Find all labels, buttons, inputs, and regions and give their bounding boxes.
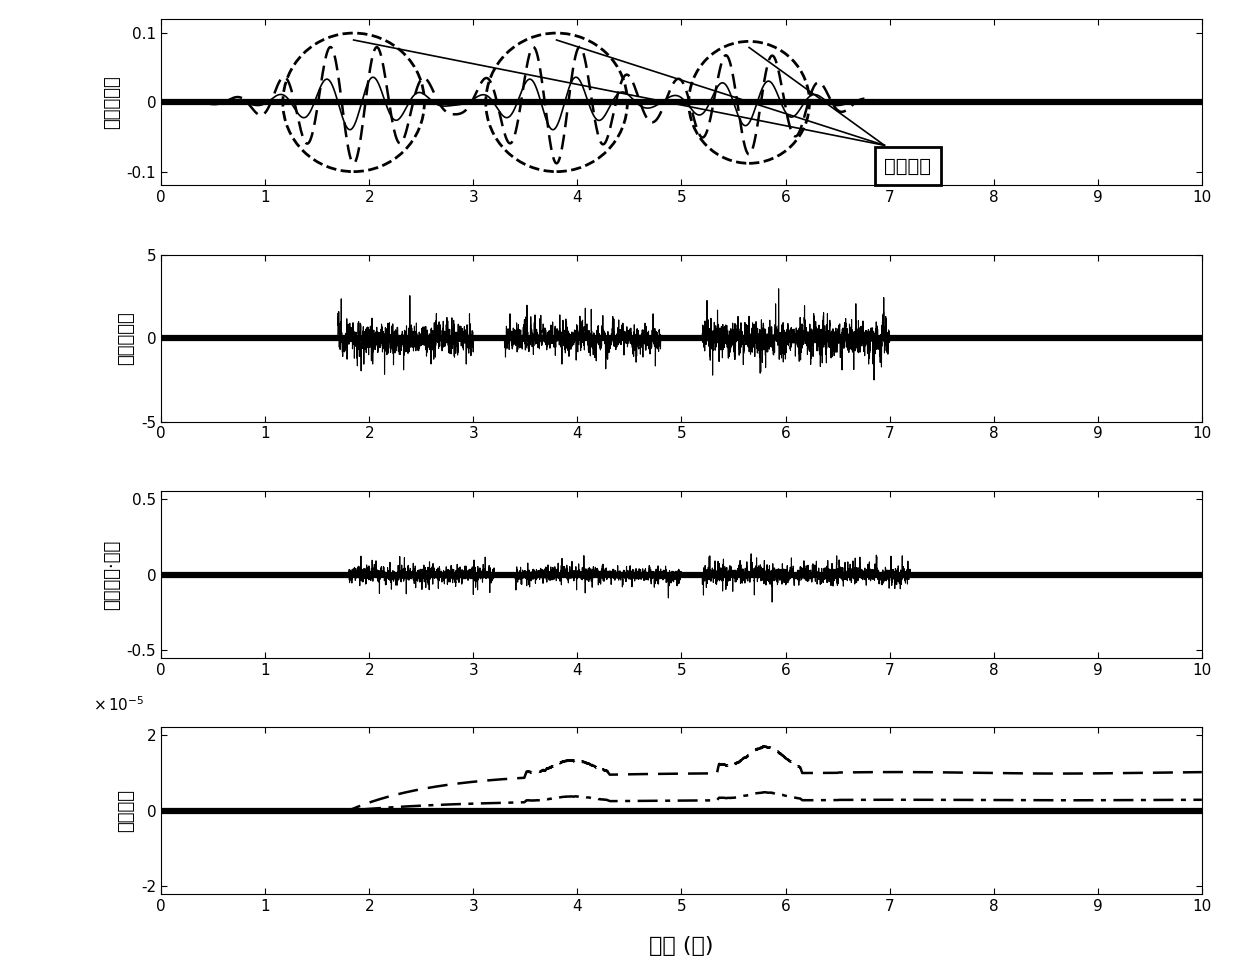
Text: $\times\,10^{-5}$: $\times\,10^{-5}$	[93, 696, 145, 714]
Text: 时间 (秒): 时间 (秒)	[649, 936, 714, 956]
Y-axis label: 参数估计: 参数估计	[118, 789, 135, 832]
Y-axis label: 位移（米）: 位移（米）	[103, 76, 121, 129]
Text: 外界干扰: 外界干扰	[885, 157, 932, 176]
Y-axis label: 转角（度）: 转角（度）	[118, 311, 135, 365]
Y-axis label: 转矩（牛·米）: 转矩（牛·米）	[103, 539, 121, 609]
